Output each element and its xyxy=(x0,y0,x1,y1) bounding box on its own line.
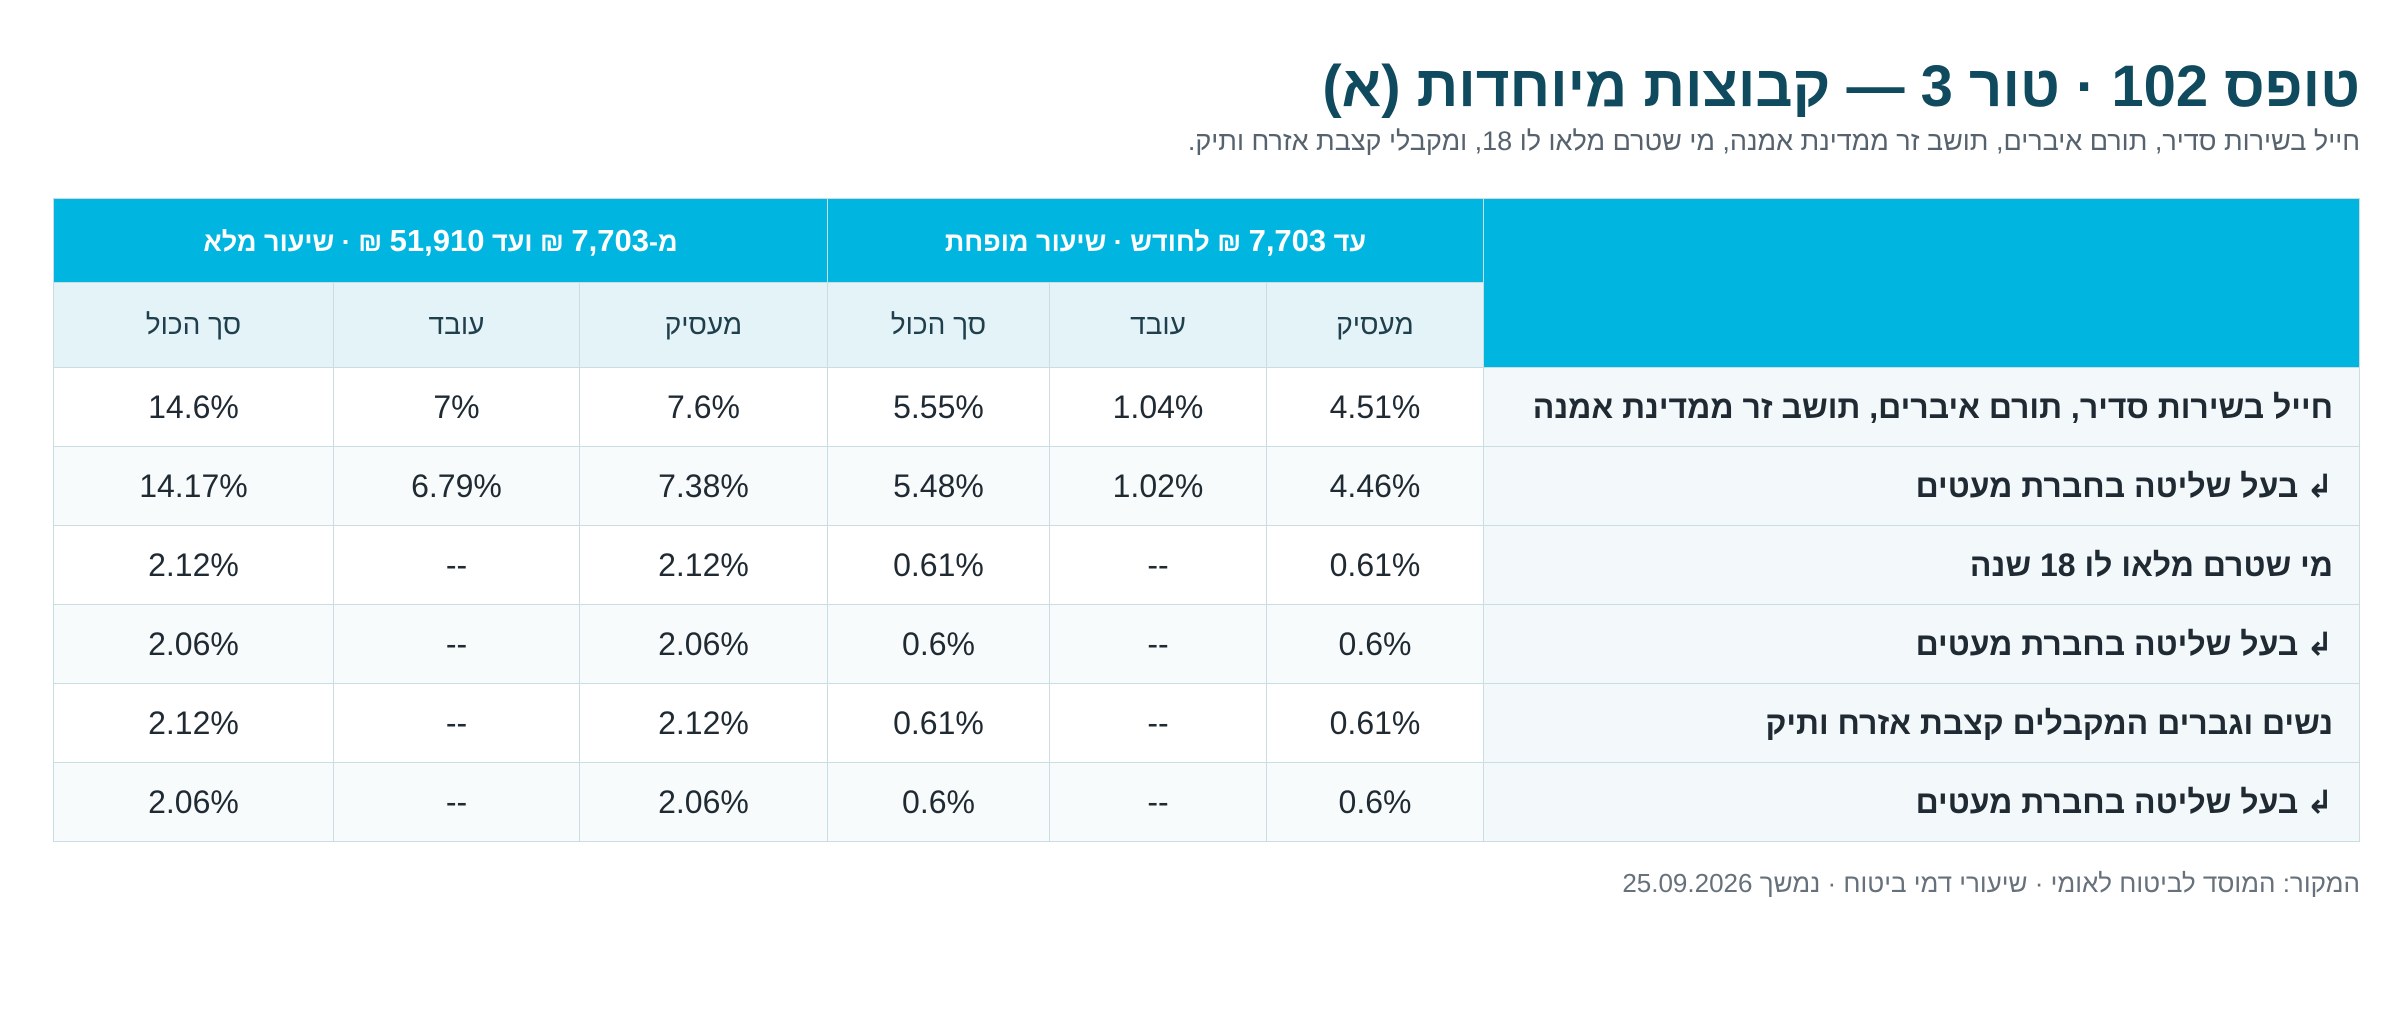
subheader-total-full: סך הכול xyxy=(52,282,334,368)
cell-total-full: 2.06% xyxy=(52,604,334,684)
cell-employer-reduced: 4.51% xyxy=(1266,367,1484,447)
subheader-total-reduced: סך הכול xyxy=(826,282,1051,368)
cell-employee-reduced: -- xyxy=(1049,525,1267,605)
cell-employee-reduced: 1.02% xyxy=(1049,446,1267,526)
cell-total-reduced: 0.6% xyxy=(826,762,1051,842)
row-label-cell: ↲בעל שליטה בחברת מעטים xyxy=(1483,762,2360,842)
cell-employer-reduced: 0.61% xyxy=(1266,525,1484,605)
group-full-amount2: 51,910 xyxy=(389,222,485,258)
cell-total-full: 2.06% xyxy=(52,762,334,842)
group-header-full: מ-7,703 ₪ ועד 51,910 ₪ · שיעור מלא xyxy=(52,198,828,283)
cell-total-reduced: 0.6% xyxy=(826,604,1051,684)
row-label: חייל בשירות סדיר, תורם איברים, תושב זר מ… xyxy=(1532,388,2333,425)
row-label: בעל שליטה בחברת מעטים xyxy=(1915,626,2299,662)
cell-employer-full: 7.38% xyxy=(578,446,828,526)
cell-employer-full: 7.6% xyxy=(578,367,828,447)
row-label: מי שטרם מלאו לו 18 שנה xyxy=(1969,546,2333,583)
subheader-employer-reduced: מעסיק xyxy=(1266,282,1484,368)
row-label-cell: נשים וגברים המקבלים קצבת אזרח ותיק xyxy=(1483,683,2360,763)
row-label-cell: מי שטרם מלאו לו 18 שנה xyxy=(1483,525,2360,605)
cell-total-reduced: 5.55% xyxy=(826,367,1051,447)
table-row: ↲בעל שליטה בחברת מעטים 4.46% 1.02% 5.48% 7.3… xyxy=(52,446,2360,526)
page-header: טופס 102 · טור 3 — קבוצות מיוחדות (א) חי… xyxy=(54,52,2360,158)
cell-employee-full: -- xyxy=(332,762,580,842)
rates-table: עד 7,703 ₪ לחודש · שיעור מופחת מ-7,703 ₪… xyxy=(52,198,2360,842)
cell-total-full: 2.12% xyxy=(52,525,334,605)
cell-total-reduced: 0.61% xyxy=(826,683,1051,763)
cell-employee-full: 6.79% xyxy=(332,446,580,526)
cell-employee-reduced: 1.04% xyxy=(1049,367,1267,447)
table-row: חייל בשירות סדיר, תורם איברים, תושב זר מ… xyxy=(52,367,2360,447)
group-reduced-suffix: ₪ לחודש · שיעור מופחת xyxy=(944,226,1249,257)
table-row: מי שטרם מלאו לו 18 שנה 0.61% -- 0.61% 2.12% -… xyxy=(52,525,2360,605)
cell-total-reduced: 5.48% xyxy=(826,446,1051,526)
table-row: ↲בעל שליטה בחברת מעטים 0.6% -- 0.6% 2.06% -- 2… xyxy=(52,604,2360,684)
cell-employee-reduced: -- xyxy=(1049,762,1267,842)
row-label: בעל שליטה בחברת מעטים xyxy=(1915,784,2299,820)
group-full-amount: 7,703 xyxy=(571,222,649,258)
sub-row-arrow-icon: ↲ xyxy=(2306,784,2333,820)
cell-employee-full: 7% xyxy=(332,367,580,447)
row-label: בעל שליטה בחברת מעטים xyxy=(1915,468,2299,504)
cell-employer-reduced: 4.46% xyxy=(1266,446,1484,526)
sub-row-arrow-icon: ↲ xyxy=(2306,468,2333,504)
cell-employer-full: 2.06% xyxy=(578,604,828,684)
cell-employer-reduced: 0.6% xyxy=(1266,762,1484,842)
group-reduced-prefix: עד xyxy=(1326,226,1367,257)
cell-employee-reduced: -- xyxy=(1049,604,1267,684)
subheader-row: מעסיק עובד סך הכול מעסיק עובד סך הכול xyxy=(52,282,2359,368)
sub-row-arrow-icon: ↲ xyxy=(2306,626,2333,662)
page-title: טופס 102 · טור 3 — קבוצות מיוחדות (א) xyxy=(1322,54,2360,119)
cell-employer-full: 2.06% xyxy=(578,762,828,842)
row-label-cell: חייל בשירות סדיר, תורם איברים, תושב זר מ… xyxy=(1483,367,2360,447)
cell-employer-full: 2.12% xyxy=(578,683,828,763)
cell-total-full: 14.17% xyxy=(52,446,334,526)
group-full-suffix: ₪ · שיעור מלא xyxy=(203,226,390,257)
corner-header-cell xyxy=(1483,198,2360,368)
cell-employee-full: -- xyxy=(332,525,580,605)
row-label-cell: ↲בעל שליטה בחברת מעטים xyxy=(1483,604,2360,684)
cell-total-reduced: 0.61% xyxy=(826,525,1051,605)
row-label: נשים וגברים המקבלים קצבת אזרח ותיק xyxy=(1765,704,2333,741)
group-reduced-amount: 7,703 xyxy=(1248,222,1327,258)
subheader-employer-full: מעסיק xyxy=(578,282,828,368)
table-row: ↲בעל שליטה בחברת מעטים 0.6% -- 0.6% 2.06% -- 2… xyxy=(52,762,2360,842)
table-row: נשים וגברים המקבלים קצבת אזרח ותיק 0.61% -… xyxy=(52,683,2360,763)
source-note: המקור: המוסד לביטוח לאומי · שיעורי דמי ב… xyxy=(1622,868,2360,898)
group-full-prefix: מ- xyxy=(648,226,678,257)
page-subtitle: חייל בשירות סדיר, תורם איברים, תושב זר מ… xyxy=(1187,126,2360,156)
subheader-employee-reduced: עובד xyxy=(1049,282,1267,368)
group-header-row: עד 7,703 ₪ לחודש · שיעור מופחת מ-7,703 ₪… xyxy=(52,198,2360,368)
subheader-employee-full: עובד xyxy=(332,282,580,368)
cell-employee-full: -- xyxy=(332,604,580,684)
cell-total-full: 2.12% xyxy=(52,683,334,763)
group-header-reduced: עד 7,703 ₪ לחודש · שיעור מופחת xyxy=(826,198,1485,283)
group-full-middle: ₪ ועד xyxy=(484,226,572,257)
cell-employee-reduced: -- xyxy=(1049,683,1267,763)
cell-employer-reduced: 0.6% xyxy=(1266,604,1484,684)
cell-employee-full: -- xyxy=(332,683,580,763)
cell-total-full: 14.6% xyxy=(52,367,334,447)
rates-table-body: חייל בשירות סדיר, תורם איברים, תושב זר מ… xyxy=(52,367,2360,842)
row-label-cell: ↲בעל שליטה בחברת מעטים xyxy=(1483,446,2360,526)
cell-employer-reduced: 0.61% xyxy=(1266,683,1484,763)
cell-employer-full: 2.12% xyxy=(578,525,828,605)
